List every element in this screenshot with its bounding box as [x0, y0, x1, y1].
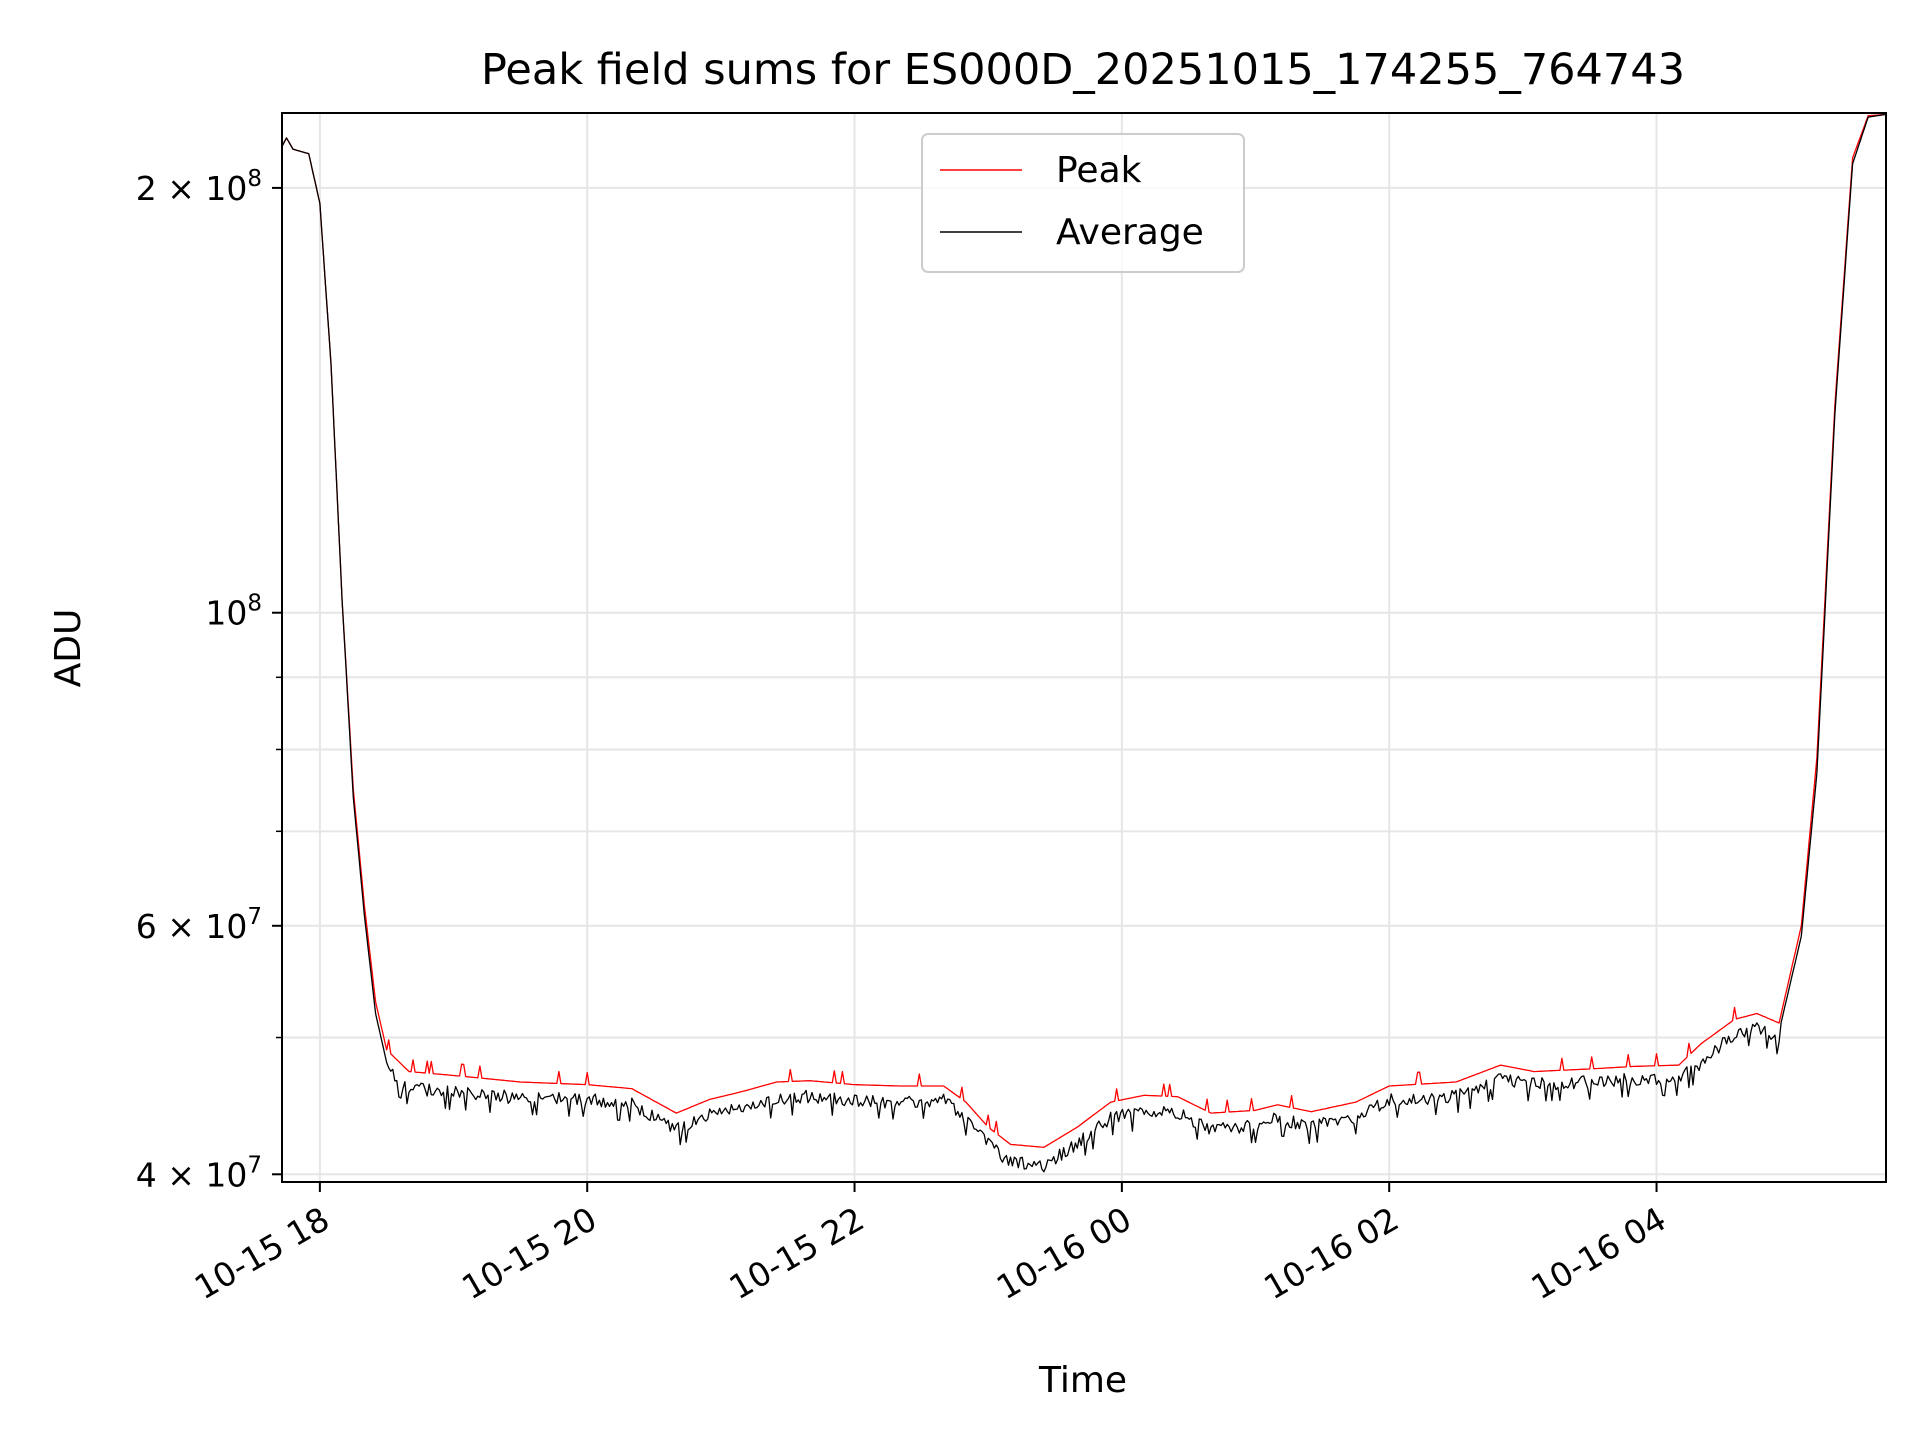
legend: Peak Average — [921, 133, 1245, 273]
series-line-peak — [282, 113, 1886, 1148]
y-axis-title: ADU — [48, 609, 89, 688]
legend-label-average: Average — [1056, 212, 1204, 253]
y-tick-mantissa: 4 — [136, 1155, 157, 1194]
y-tick-label: 4 × 107 — [136, 1152, 262, 1194]
y-tick-exponent: 7 — [247, 1152, 262, 1178]
y-tick-label: 108 — [205, 591, 262, 633]
plot-frame — [281, 112, 1887, 1183]
x-axis-title: Time — [1038, 1360, 1127, 1401]
y-tick-mantissa: 2 — [136, 169, 157, 208]
y-tick-exponent: 7 — [247, 904, 262, 930]
times-sign: × — [157, 169, 206, 208]
series-lines — [282, 113, 1886, 1173]
y-tick-base: 10 — [205, 1155, 247, 1194]
series-line-average — [282, 113, 1886, 1173]
legend-label-peak: Peak — [1056, 150, 1142, 191]
y-tick-mantissa: 6 — [136, 907, 157, 946]
y-tick-label: 2 × 108 — [136, 166, 262, 208]
y-tick-base: 10 — [205, 594, 247, 633]
legend-box — [921, 133, 1245, 273]
y-tick-base: 10 — [205, 169, 247, 208]
y-tick-label: 6 × 107 — [136, 904, 262, 946]
chart-title: Peak field sums for ES000D_20251015_1742… — [481, 45, 1685, 95]
y-tick-exponent: 8 — [247, 166, 262, 192]
y-tick-base: 10 — [205, 907, 247, 946]
times-sign: × — [157, 907, 206, 946]
times-sign: × — [157, 1155, 206, 1194]
y-tick-exponent: 8 — [247, 591, 262, 617]
